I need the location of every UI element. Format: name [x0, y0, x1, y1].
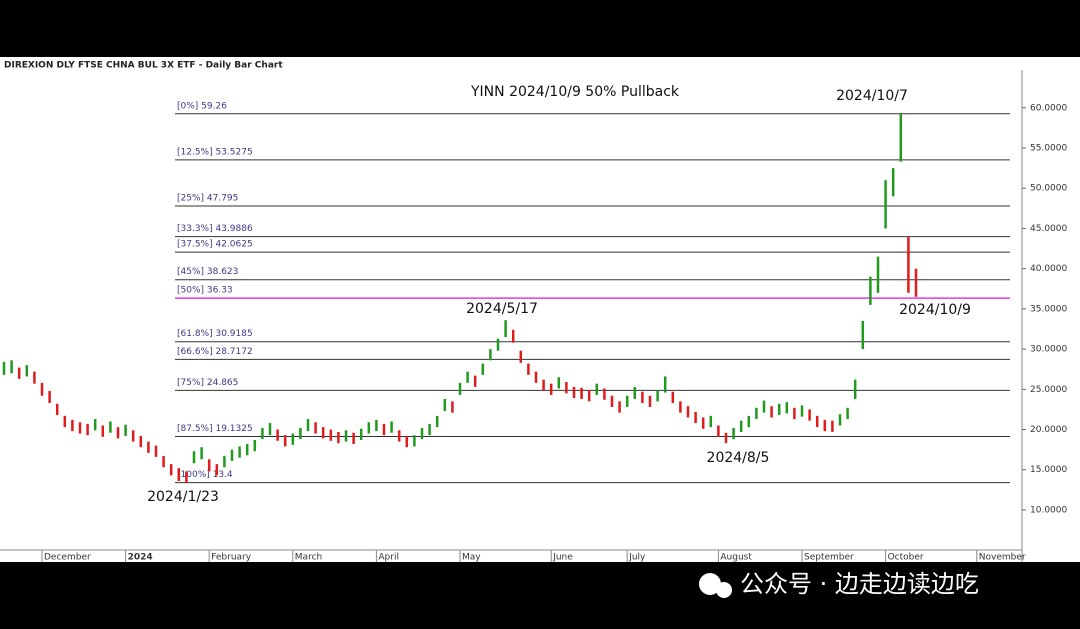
x-tick-label: May	[462, 553, 481, 563]
x-tick-label: April	[378, 553, 399, 563]
x-tick-label: June	[552, 553, 573, 563]
level-label: [87.5%] 19.1325	[177, 424, 253, 434]
level-label: [12.5%] 53.5275	[177, 147, 253, 157]
annotation: 2024/5/17	[466, 301, 538, 317]
x-tick-label: November	[979, 553, 1026, 563]
level-label: [25%] 47.795	[177, 193, 238, 203]
y-tick-label: 25.0000	[1030, 385, 1067, 395]
x-tick-label: July	[628, 553, 646, 563]
y-tick-label: 55.0000	[1030, 144, 1067, 154]
level-label: [0%] 59.26	[177, 101, 227, 111]
annotation: 2024/10/7	[836, 88, 908, 104]
x-tick-label: December	[44, 553, 91, 563]
x-tick-label: October	[888, 553, 924, 563]
x-tick-label: 2024	[128, 553, 153, 563]
level-label: [61.8%] 30.9185	[177, 329, 253, 339]
chart-title: YINN 2024/10/9 50% Pullback	[470, 84, 680, 100]
y-tick-label: 40.0000	[1030, 264, 1067, 274]
annotation: 2024/1/23	[147, 489, 219, 505]
y-tick-label: 15.0000	[1030, 465, 1067, 475]
y-tick-label: 50.0000	[1030, 184, 1067, 194]
y-tick-label: 35.0000	[1030, 304, 1067, 314]
y-tick-label: 30.0000	[1030, 345, 1067, 355]
x-tick-label: August	[720, 553, 752, 563]
level-label: [37.5%] 42.0625	[177, 240, 253, 250]
level-label: [45%] 38.623	[177, 267, 238, 277]
level-label: [100%] 13.4	[177, 470, 233, 480]
x-tick-label: September	[804, 553, 854, 563]
x-tick-label: March	[295, 553, 322, 563]
watermark: 公众号 · 边走边读边吃	[740, 570, 979, 598]
level-label: [50%] 36.33	[177, 286, 233, 296]
level-label: [75%] 24.865	[177, 378, 238, 388]
level-label: [33.3%] 43.9886	[177, 224, 253, 234]
y-tick-label: 10.0000	[1030, 505, 1067, 515]
annotation: 2024/8/5	[707, 450, 770, 466]
watermark-logo	[699, 573, 732, 598]
level-label: [66.6%] 28.7172	[177, 347, 253, 357]
y-tick-label: 60.0000	[1030, 103, 1067, 113]
y-tick-label: 20.0000	[1030, 425, 1067, 435]
annotation: 2024/10/9	[899, 302, 971, 318]
chart-header: DIREXION DLY FTSE CHNA BUL 3X ETF - Dail…	[4, 61, 283, 71]
y-tick-label: 45.0000	[1030, 224, 1067, 234]
x-tick-label: February	[211, 553, 252, 563]
